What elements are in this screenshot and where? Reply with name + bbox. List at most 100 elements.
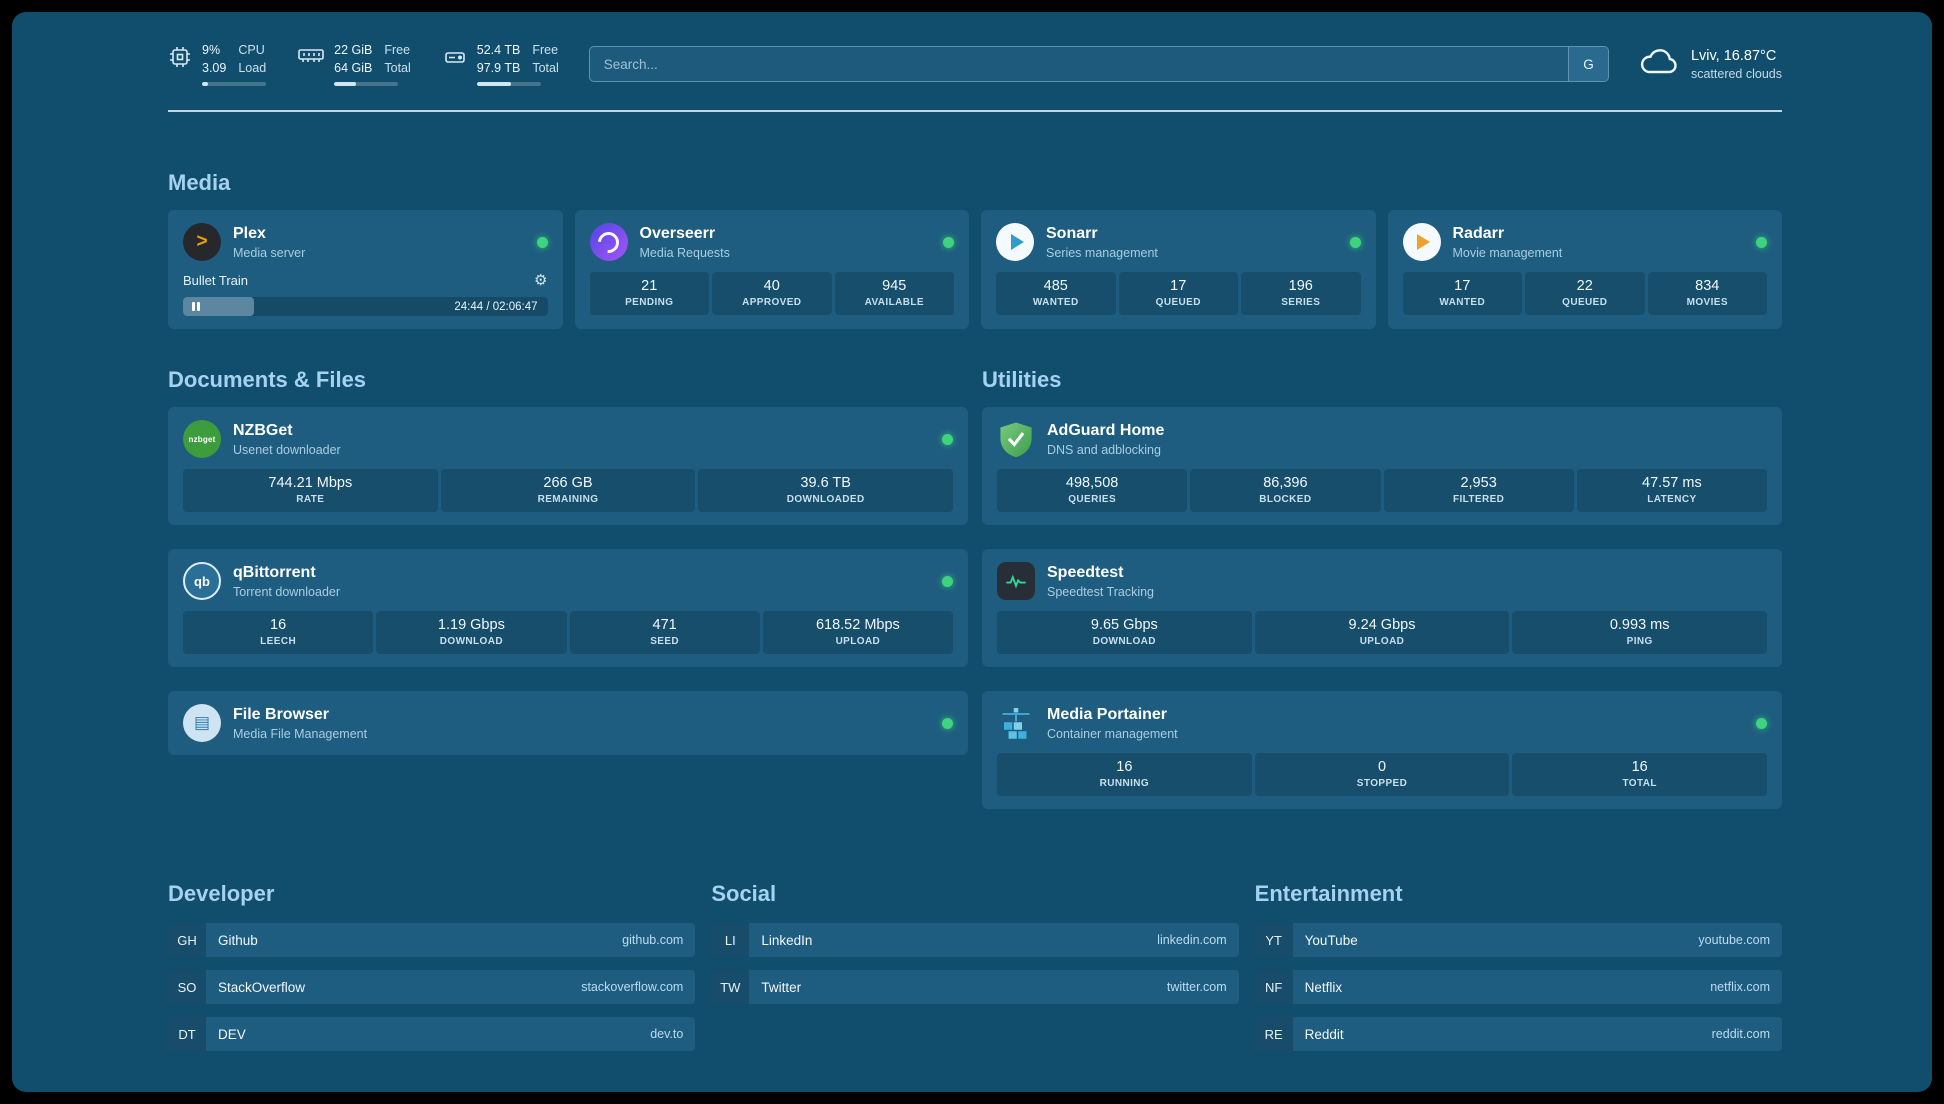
disk-total-value: 97.9 TB bbox=[476, 60, 521, 75]
search-bar: G bbox=[588, 46, 1609, 82]
stat-tile: 945 AVAILABLE bbox=[834, 272, 954, 315]
app-name: Overseerr bbox=[639, 224, 716, 242]
search-input[interactable] bbox=[589, 47, 1568, 81]
app-card-sonarr[interactable]: Sonarr Series management 485 WANTED 17 QUE… bbox=[981, 210, 1376, 329]
app-subtitle: Media File Management bbox=[233, 726, 368, 741]
ram-icon bbox=[298, 45, 324, 72]
bookmark-abbr: DT bbox=[168, 1017, 206, 1051]
app-subtitle: Speedtest Tracking bbox=[1047, 584, 1155, 599]
app-name: Radarr bbox=[1452, 224, 1505, 242]
section-entertainment: Entertainment YT YouTube youtube.com NF … bbox=[1254, 881, 1782, 1051]
system-stats: 9% 3.09 CPU Load bbox=[168, 42, 559, 86]
app-subtitle: Series management bbox=[1046, 245, 1158, 260]
bookmark-stackoverflow[interactable]: SO StackOverflow stackoverflow.com bbox=[168, 970, 696, 1004]
status-dot bbox=[1756, 717, 1767, 729]
stat-tile: 16 LEECH bbox=[183, 611, 374, 654]
bookmark-youtube[interactable]: YT YouTube youtube.com bbox=[1254, 923, 1782, 957]
stat-tile: 16 RUNNING bbox=[997, 753, 1252, 796]
bookmark-github[interactable]: GH Github github.com bbox=[168, 923, 696, 957]
plex-progress-bar[interactable]: 24:44 / 02:06:47 bbox=[183, 297, 548, 316]
bookmark-url: dev.to bbox=[650, 1027, 684, 1041]
app-subtitle: Torrent downloader bbox=[233, 584, 341, 599]
app-card-adguard[interactable]: AdGuard Home DNS and adblocking 498,508 Q… bbox=[982, 407, 1782, 525]
playback-time: 24:44 / 02:06:47 bbox=[454, 300, 538, 313]
filebrowser-icon: ▤ bbox=[183, 704, 221, 742]
now-playing-title: Bullet Train bbox=[183, 272, 249, 288]
stat-tile: 1.19 Gbps DOWNLOAD bbox=[376, 611, 567, 654]
pause-icon[interactable] bbox=[192, 302, 200, 311]
portainer-icon bbox=[997, 704, 1035, 742]
app-card-overseerr[interactable]: Overseerr Media Requests 21 PENDING 40 APP… bbox=[574, 210, 969, 329]
bookmark-dev[interactable]: DT DEV dev.to bbox=[168, 1017, 696, 1051]
stat-tile: 40 APPROVED bbox=[712, 272, 832, 315]
app-subtitle: DNS and adblocking bbox=[1047, 442, 1161, 457]
plex-icon: > bbox=[183, 223, 221, 261]
app-subtitle: Movie management bbox=[1452, 245, 1563, 260]
stat-tile: 47.57 ms LATENCY bbox=[1576, 469, 1767, 512]
bookmark-abbr: NF bbox=[1254, 970, 1293, 1004]
app-name: qBittorrent bbox=[233, 563, 316, 581]
ram-total-value: 64 GiB bbox=[334, 60, 373, 75]
app-card-filebrowser[interactable]: ▤ File Browser Media File Management bbox=[168, 691, 968, 755]
bookmark-name: LinkedIn bbox=[761, 932, 813, 948]
cpu-load-value: 3.09 bbox=[202, 60, 227, 75]
bookmark-name: Reddit bbox=[1304, 1026, 1344, 1042]
stat-tile: 485 WANTED bbox=[996, 272, 1116, 315]
app-card-portainer[interactable]: Media Portainer Container management 16 R… bbox=[982, 691, 1782, 809]
qbittorrent-icon: qb bbox=[183, 562, 221, 600]
stat-tile: 618.52 Mbps UPLOAD bbox=[762, 611, 953, 654]
app-card-qbittorrent[interactable]: qb qBittorrent Torrent downloader 16 LEEC… bbox=[168, 549, 968, 667]
radarr-icon bbox=[1402, 223, 1441, 261]
section-media: Media > Plex Media server Bullet Train ⚙ bbox=[168, 170, 1782, 329]
weather-condition: scattered clouds bbox=[1690, 66, 1782, 81]
disk-icon bbox=[443, 45, 467, 74]
bookmark-url: netflix.com bbox=[1710, 980, 1770, 994]
app-card-plex[interactable]: > Plex Media server Bullet Train ⚙ 24:44… bbox=[168, 210, 563, 329]
bookmark-netflix[interactable]: NF Netflix netflix.com bbox=[1254, 970, 1782, 1004]
disk-free-label: Free bbox=[532, 43, 559, 57]
stat-tile: 21 PENDING bbox=[589, 272, 709, 315]
bookmark-abbr: LI bbox=[711, 923, 750, 957]
bookmark-name: Twitter bbox=[761, 979, 802, 995]
bookmark-url: twitter.com bbox=[1166, 980, 1227, 994]
app-card-radarr[interactable]: Radarr Movie management 17 WANTED 22 QUEUE… bbox=[1387, 210, 1782, 329]
cpu-label: CPU bbox=[238, 43, 265, 57]
app-subtitle: Container management bbox=[1047, 726, 1178, 741]
bookmark-url: github.com bbox=[622, 933, 684, 947]
cloud-icon bbox=[1639, 48, 1679, 81]
bookmark-name: Github bbox=[218, 932, 258, 948]
stat-tile: 498,508 QUERIES bbox=[997, 469, 1188, 512]
bookmark-reddit[interactable]: RE Reddit reddit.com bbox=[1254, 1017, 1782, 1051]
stat-tile: 0 STOPPED bbox=[1254, 753, 1510, 796]
stat-tile: 834 MOVIES bbox=[1647, 272, 1767, 315]
app-name: File Browser bbox=[233, 705, 330, 723]
app-name: Media Portainer bbox=[1047, 705, 1168, 723]
bookmark-twitter[interactable]: TW Twitter twitter.com bbox=[711, 970, 1239, 1004]
ram-free-value: 22 GiB bbox=[334, 43, 373, 57]
media-section-title: Media bbox=[168, 170, 231, 195]
bookmark-linkedin[interactable]: LI LinkedIn linkedin.com bbox=[711, 923, 1239, 957]
ram-progress-bar bbox=[334, 82, 399, 86]
cpu-load-label: Load bbox=[238, 60, 267, 75]
disk-total-label: Total bbox=[532, 60, 559, 75]
utilities-section-title: Utilities bbox=[982, 367, 1062, 392]
app-name: AdGuard Home bbox=[1047, 421, 1165, 439]
cpu-widget: 9% 3.09 CPU Load bbox=[168, 42, 266, 86]
bookmark-url: linkedin.com bbox=[1157, 933, 1227, 947]
documents-section-title: Documents & Files bbox=[168, 367, 367, 392]
app-card-speedtest[interactable]: Speedtest Speedtest Tracking 9.65 Gbps DO… bbox=[982, 549, 1782, 667]
settings-gear-icon[interactable]: ⚙ bbox=[534, 272, 548, 289]
status-dot bbox=[1349, 236, 1361, 248]
disk-progress-bar bbox=[476, 82, 541, 86]
search-engine-button[interactable]: G bbox=[1567, 47, 1608, 81]
status-dot bbox=[942, 717, 953, 729]
cpu-progress-bar bbox=[202, 82, 266, 86]
app-card-nzbget[interactable]: nzbget NZBGet Usenet downloader 744.21 M… bbox=[168, 407, 968, 525]
stat-tile: 86,396 BLOCKED bbox=[1190, 469, 1381, 512]
bookmark-name: StackOverflow bbox=[218, 979, 306, 995]
section-utilities: Utilities bbox=[982, 367, 1782, 809]
bookmark-url: youtube.com bbox=[1698, 933, 1770, 947]
ram-free-label: Free bbox=[384, 43, 411, 57]
app-name: Plex bbox=[233, 224, 266, 242]
section-developer: Developer GH Github github.com SO StackO… bbox=[168, 881, 696, 1051]
